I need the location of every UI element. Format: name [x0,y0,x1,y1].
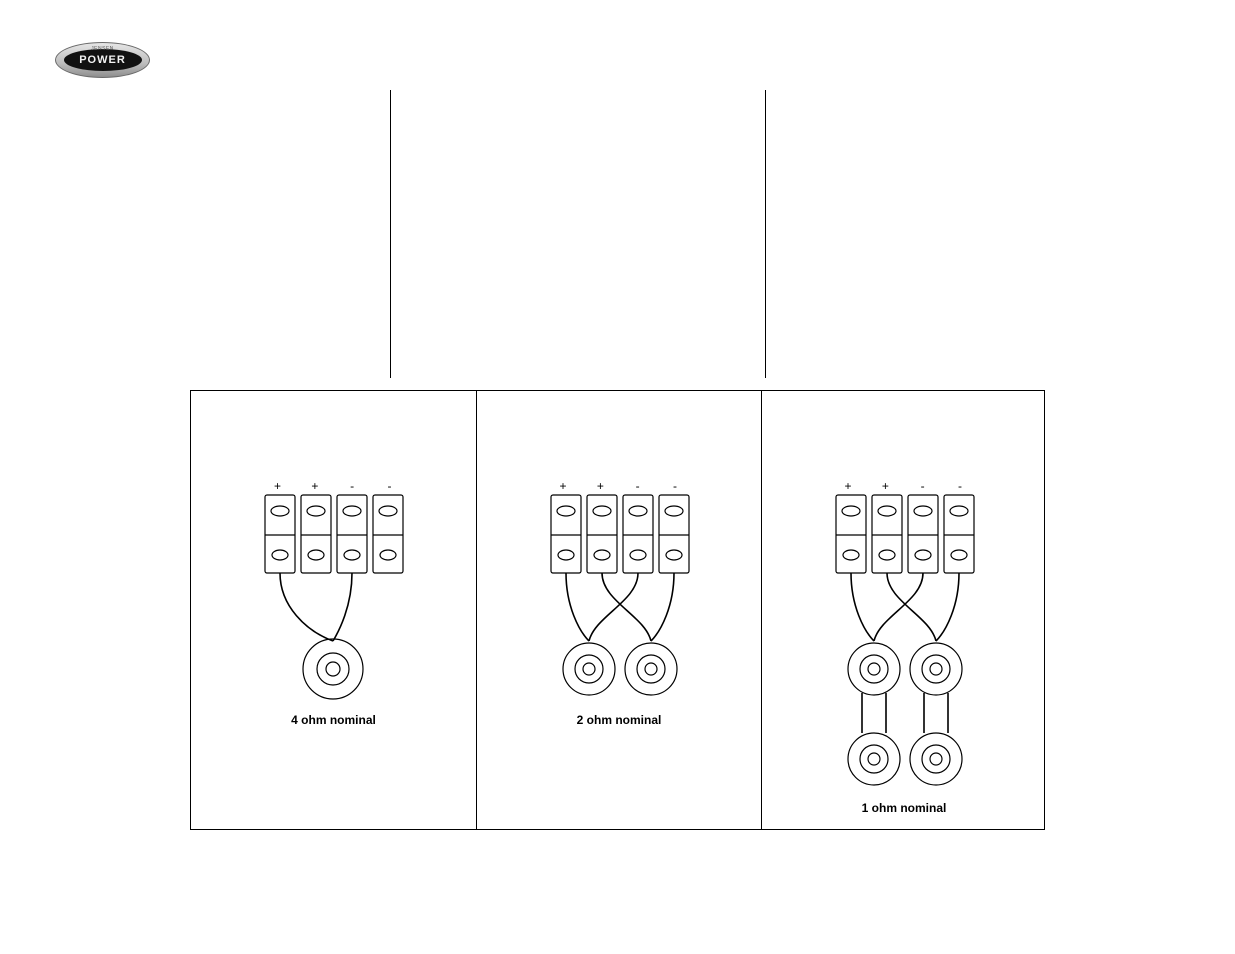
sign-plus: + [583,479,617,493]
wiring-diagram: + + - - [190,390,1045,830]
panel-2ohm-svg [477,391,762,731]
panel-4ohm-svg [191,391,476,731]
panel-caption: 2 ohm nominal [477,713,761,727]
column-separator-2 [765,90,766,378]
terminal-signs: + + - - [762,479,1046,493]
panel-2ohm: + + - - [476,391,761,829]
sign-minus: - [335,479,369,493]
sign-minus: - [658,479,692,493]
upper-text-area [190,90,1045,390]
sign-minus: - [373,479,407,493]
terminal-signs: + + - - [191,479,476,493]
brand-logo: JENSEN POWER [55,42,150,78]
sign-minus: - [621,479,655,493]
panel-caption: 1 ohm nominal [762,801,1046,815]
logo-ellipse: JENSEN POWER [55,42,150,78]
sign-minus: - [943,479,977,493]
panel-caption: 4 ohm nominal [191,713,476,727]
sign-plus: + [546,479,580,493]
sign-plus: + [298,479,332,493]
panel-1ohm-svg [762,391,1047,821]
panel-4ohm: + + - - [191,391,476,829]
terminal-signs: + + - - [477,479,761,493]
sign-plus: + [831,479,865,493]
logo-topmark: JENSEN [91,46,114,52]
logo-inner: POWER [64,49,142,71]
sign-plus: + [868,479,902,493]
logo-text: POWER [79,54,126,66]
column-separator-1 [390,90,391,378]
panel-1ohm: + + - - [761,391,1046,829]
page: JENSEN POWER + + - - [0,0,1235,954]
sign-minus: - [906,479,940,493]
sign-plus: + [260,479,294,493]
